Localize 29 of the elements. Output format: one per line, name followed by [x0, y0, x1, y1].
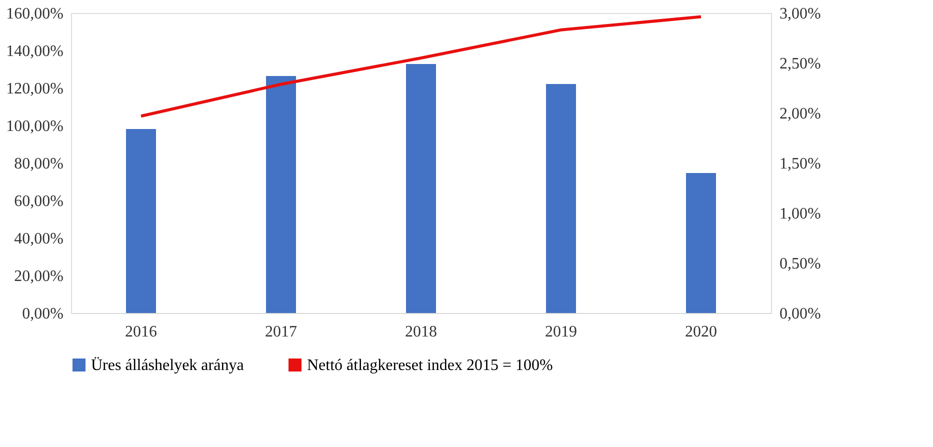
y2-tick-label: 2,50%	[780, 56, 821, 72]
line-series	[140, 15, 702, 118]
bar	[266, 76, 296, 313]
x-tick-label: 2019	[545, 324, 577, 340]
y-tick-label: 20,00%	[14, 268, 64, 285]
x-tick-label: 2018	[405, 324, 437, 340]
y2-tick-label: 3,00%	[780, 6, 821, 22]
y2-tick-label: 1,50%	[780, 156, 821, 172]
y-tick-label: 0,00%	[22, 306, 64, 322]
legend-label: Nettó átlagkereset index 2015 = 100%	[307, 357, 553, 374]
x-tick-label: 2017	[265, 324, 297, 340]
legend-label: Üres álláshelyek aránya	[91, 357, 244, 374]
y-tick-label: 140,00%	[6, 43, 64, 60]
y-tick-label: 80,00%	[14, 156, 64, 172]
bar	[546, 84, 576, 313]
bar	[686, 173, 716, 313]
y-tick-label: 60,00%	[14, 193, 64, 210]
x-tick-label: 2016	[125, 324, 157, 340]
y-tick-label: 120,00%	[6, 80, 64, 98]
bar	[126, 129, 156, 313]
bar	[406, 64, 436, 313]
y-tick-label: 40,00%	[14, 230, 64, 248]
y2-tick-label: 1,00%	[780, 206, 821, 222]
y2-tick-label: 2,00%	[780, 106, 821, 122]
y2-tick-label: 0,00%	[780, 306, 821, 322]
y-tick-label: 100,00%	[6, 118, 64, 135]
x-tick-label: 2020	[685, 324, 717, 340]
y-tick-label: 160,00%	[6, 6, 64, 22]
y2-tick-label: 0,50%	[780, 256, 821, 272]
